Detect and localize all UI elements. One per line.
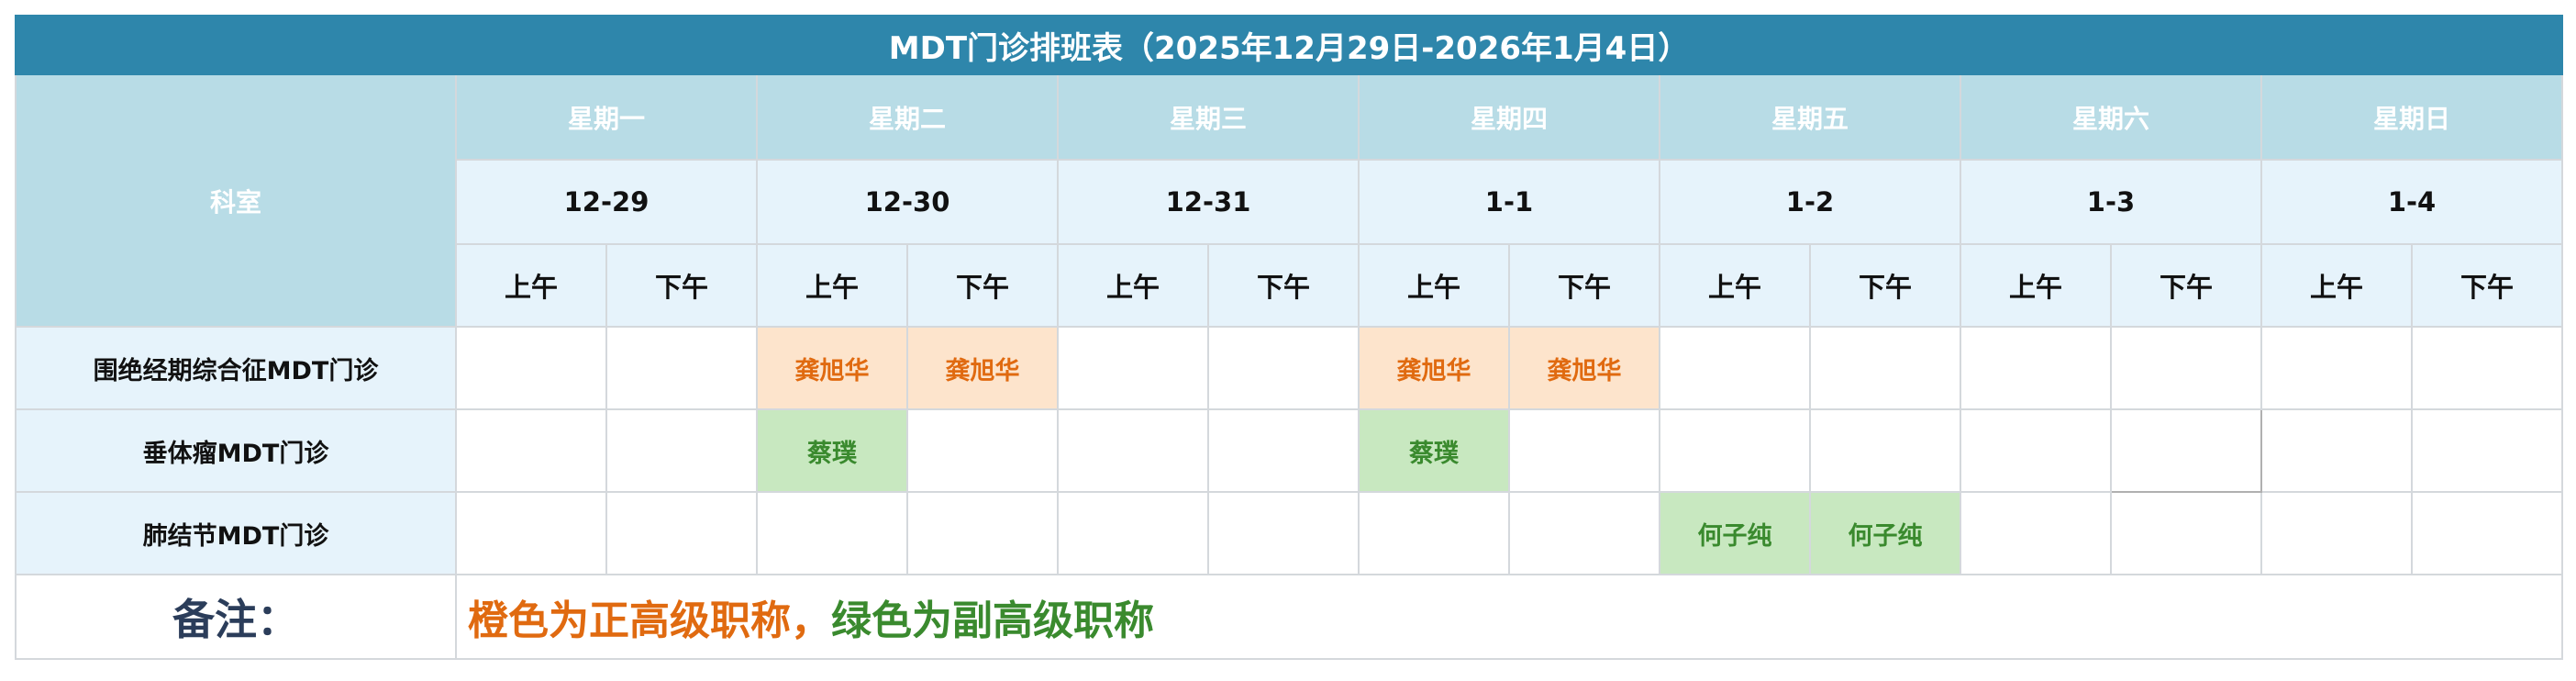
pm-header: 下午 (1508, 243, 1660, 328)
weekday-header: 星期一 (455, 73, 758, 161)
note-orange-text: 橙色为正高级职称， (468, 597, 831, 644)
schedule-cell[interactable] (2410, 408, 2564, 493)
pm-header: 下午 (605, 243, 758, 328)
weekday-header: 星期四 (1358, 73, 1660, 161)
schedule-cell[interactable] (2110, 491, 2262, 575)
schedule-cell[interactable] (455, 491, 607, 575)
am-header: 上午 (2260, 243, 2413, 328)
department-name: 垂体瘤MDT门诊 (15, 408, 457, 493)
schedule-cell[interactable] (1960, 326, 2112, 410)
title-row: MDT门诊排班表（2025年12月29日-2026年1月4日） (14, 15, 2564, 75)
schedule-cell[interactable]: 龚旭华 (1358, 326, 1510, 410)
date-header: 12-29 (455, 159, 758, 245)
schedule-cell[interactable] (1960, 408, 2112, 493)
schedule-cell[interactable] (906, 408, 1059, 493)
schedule-cell[interactable] (2110, 408, 2262, 493)
schedule-cell[interactable] (605, 491, 758, 575)
weekday-header: 星期六 (1960, 73, 2262, 161)
pm-header: 下午 (1809, 243, 1961, 328)
note-row: 备注： 橙色为正高级职称，绿色为副高级职称 (15, 574, 2564, 660)
weekday-header: 星期二 (756, 73, 1059, 161)
date-header: 12-31 (1057, 159, 1360, 245)
schedule-cell[interactable] (1809, 408, 1961, 493)
schedule-cell[interactable] (1508, 491, 1660, 575)
schedule-cell[interactable]: 龚旭华 (756, 326, 908, 410)
pm-header: 下午 (2110, 243, 2262, 328)
am-header: 上午 (1960, 243, 2112, 328)
schedule-cell[interactable]: 龚旭华 (906, 326, 1059, 410)
page-title: MDT门诊排班表（2025年12月29日-2026年1月4日） (14, 15, 2564, 75)
schedule-cell[interactable] (455, 326, 607, 410)
pm-header: 下午 (1207, 243, 1360, 328)
schedule-cell[interactable] (1809, 326, 1961, 410)
department-row: 肺结节MDT门诊 何子纯 何子纯 (15, 491, 2564, 575)
schedule-cell[interactable] (2110, 326, 2262, 410)
schedule-cell[interactable] (2410, 326, 2564, 410)
weekday-header: 星期日 (2260, 73, 2564, 161)
weekday-header: 星期三 (1057, 73, 1360, 161)
schedule-cell[interactable]: 蔡璞 (1358, 408, 1510, 493)
schedule-cell[interactable] (1057, 408, 1209, 493)
schedule-cell[interactable]: 龚旭华 (1508, 326, 1660, 410)
schedule-cell[interactable]: 蔡璞 (756, 408, 908, 493)
note-green-text: 绿色为副高级职称 (831, 597, 1154, 644)
am-header: 上午 (1358, 243, 1510, 328)
department-header: 科室 (15, 73, 457, 328)
schedule-cell[interactable] (2410, 491, 2564, 575)
weekday-row: 科室 星期一 星期二 星期三 星期四 星期五 星期六 星期日 (15, 73, 2564, 328)
schedule-cell[interactable] (1659, 408, 1811, 493)
schedule-cell[interactable] (1207, 491, 1360, 575)
am-header: 上午 (756, 243, 908, 328)
date-header: 1-4 (2260, 159, 2564, 245)
am-header: 上午 (455, 243, 607, 328)
date-row: 12-29 12-30 12-31 1-1 1-2 1-3 1-4 (16, 159, 2564, 245)
date-header: 1-1 (1358, 159, 1660, 245)
schedule-cell[interactable] (756, 491, 908, 575)
date-header: 1-3 (1960, 159, 2262, 245)
date-header: 1-2 (1659, 159, 1961, 245)
schedule-cell[interactable] (2260, 326, 2413, 410)
half-day-row: 上午 下午 上午 下午 上午 下午 上午 下午 上午 下午 上午 下午 上午 下午 (16, 243, 2564, 328)
date-header: 12-30 (756, 159, 1059, 245)
note-label: 备注： (15, 574, 457, 660)
weekday-header: 星期五 (1659, 73, 1961, 161)
schedule-cell[interactable] (1057, 326, 1209, 410)
schedule-cell[interactable] (1207, 326, 1360, 410)
schedule-cell[interactable] (1207, 408, 1360, 493)
schedule-cell[interactable]: 何子纯 (1809, 491, 1961, 575)
pm-header: 下午 (906, 243, 1059, 328)
note-text: 橙色为正高级职称，绿色为副高级职称 (454, 574, 2564, 660)
am-header: 上午 (1057, 243, 1209, 328)
schedule-cell[interactable] (2260, 408, 2413, 493)
schedule-cell[interactable] (1659, 326, 1811, 410)
schedule-cell[interactable] (605, 408, 758, 493)
department-name: 围绝经期综合征MDT门诊 (15, 326, 457, 410)
schedule-cell[interactable] (1358, 491, 1510, 575)
department-name: 肺结节MDT门诊 (15, 491, 457, 575)
schedule-cell[interactable] (1508, 408, 1660, 493)
department-row: 垂体瘤MDT门诊 蔡璞 蔡璞 (15, 408, 2564, 493)
schedule-cell[interactable] (906, 491, 1059, 575)
schedule-cell[interactable] (2260, 491, 2413, 575)
schedule-cell[interactable] (605, 326, 758, 410)
schedule-cell[interactable]: 何子纯 (1659, 491, 1811, 575)
pm-header: 下午 (2410, 243, 2564, 328)
schedule-cell[interactable] (1960, 491, 2112, 575)
am-header: 上午 (1659, 243, 1811, 328)
schedule-cell[interactable] (1057, 491, 1209, 575)
department-row: 围绝经期综合征MDT门诊 龚旭华 龚旭华 龚旭华 龚旭华 (15, 326, 2564, 410)
schedule-cell[interactable] (455, 408, 607, 493)
schedule-table: MDT门诊排班表（2025年12月29日-2026年1月4日） 科室 星期一 星期… (14, 15, 2564, 660)
